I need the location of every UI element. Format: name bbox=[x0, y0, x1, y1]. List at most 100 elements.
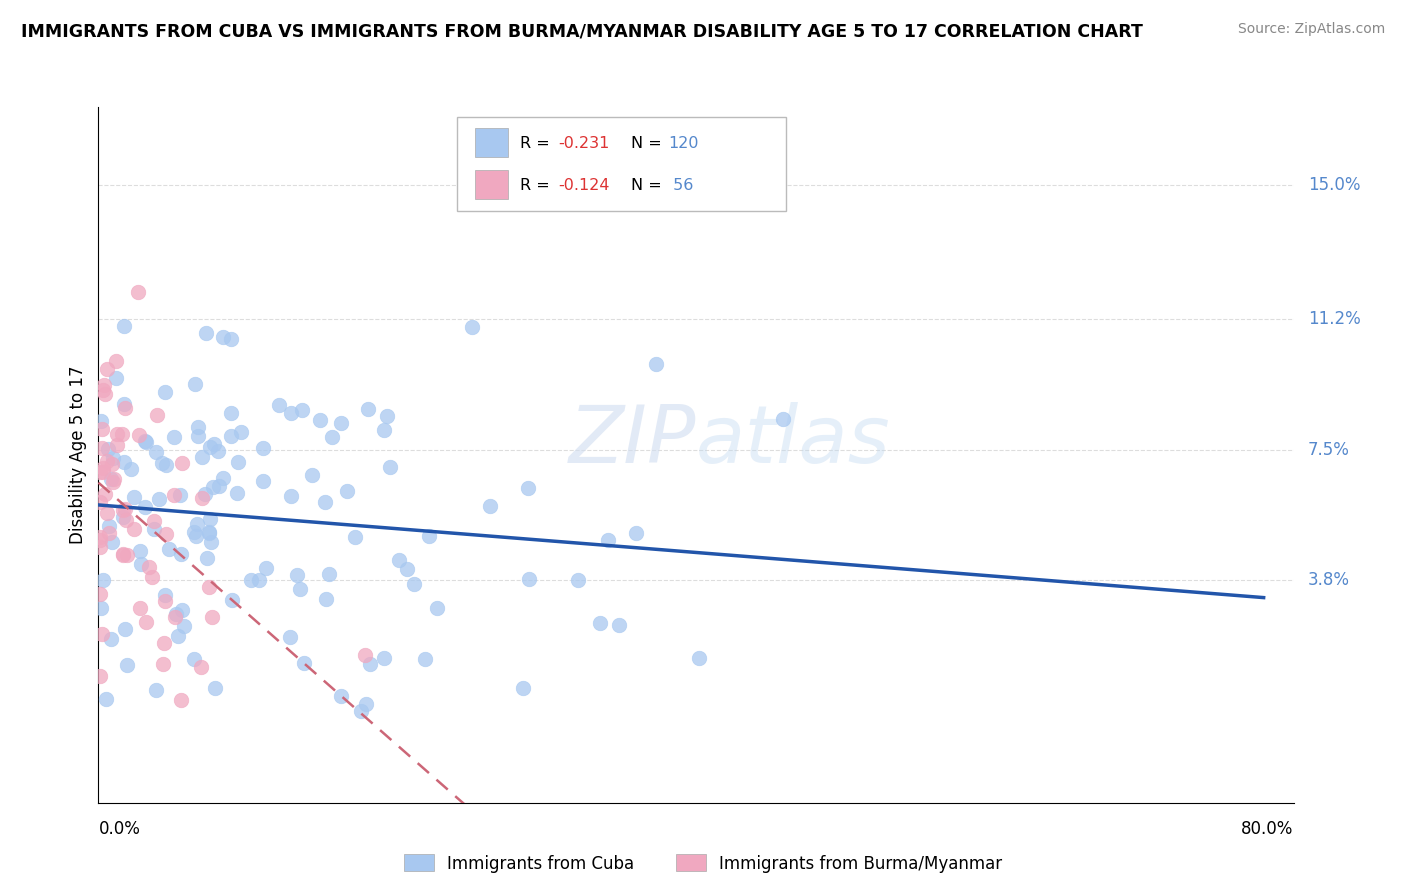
Point bbox=[404, 577, 426, 591]
Point bbox=[105, 427, 128, 442]
Point bbox=[187, 429, 209, 443]
Text: N =: N = bbox=[631, 136, 668, 151]
Point bbox=[138, 559, 160, 574]
Point bbox=[202, 480, 225, 494]
Point bbox=[418, 529, 440, 543]
Point bbox=[318, 566, 340, 581]
Point bbox=[153, 588, 176, 602]
Point bbox=[292, 656, 315, 670]
Text: 11.2%: 11.2% bbox=[1308, 310, 1361, 328]
Text: IMMIGRANTS FROM CUBA VS IMMIGRANTS FROM BURMA/MYANMAR DISABILITY AGE 5 TO 17 COR: IMMIGRANTS FROM CUBA VS IMMIGRANTS FROM … bbox=[21, 22, 1143, 40]
Point bbox=[111, 427, 134, 442]
Text: 15.0%: 15.0% bbox=[1308, 176, 1361, 194]
Point bbox=[373, 651, 395, 665]
Text: 56: 56 bbox=[668, 178, 693, 193]
Point bbox=[198, 580, 221, 594]
Point bbox=[111, 547, 134, 561]
Point bbox=[112, 318, 135, 333]
Text: -0.124: -0.124 bbox=[558, 178, 610, 193]
Text: 120: 120 bbox=[668, 136, 699, 151]
Text: 3.8%: 3.8% bbox=[1308, 571, 1350, 590]
Point bbox=[91, 421, 114, 435]
Point bbox=[219, 332, 242, 346]
Point bbox=[589, 615, 612, 630]
Point bbox=[191, 491, 214, 505]
Point bbox=[122, 491, 145, 505]
Point bbox=[187, 420, 209, 434]
Point bbox=[280, 406, 302, 420]
Text: 0.0%: 0.0% bbox=[98, 821, 141, 838]
Point bbox=[198, 524, 221, 539]
Point bbox=[134, 500, 156, 515]
Point bbox=[373, 423, 395, 437]
Point bbox=[598, 533, 620, 547]
Point bbox=[624, 526, 647, 541]
Point bbox=[201, 609, 224, 624]
Point bbox=[314, 495, 336, 509]
Point bbox=[128, 428, 150, 442]
Point bbox=[280, 630, 302, 644]
Point bbox=[131, 557, 153, 571]
Point bbox=[343, 530, 366, 544]
Point bbox=[89, 668, 111, 682]
Point bbox=[100, 457, 122, 471]
Point bbox=[111, 510, 134, 524]
Point bbox=[321, 430, 343, 444]
Point bbox=[183, 377, 205, 392]
Point bbox=[198, 441, 221, 455]
FancyBboxPatch shape bbox=[457, 118, 786, 211]
Point bbox=[330, 417, 353, 431]
Point bbox=[208, 479, 231, 493]
Point bbox=[93, 378, 115, 392]
Point bbox=[567, 573, 589, 587]
Point bbox=[380, 460, 402, 475]
Point bbox=[202, 436, 225, 450]
Point bbox=[607, 618, 630, 632]
Point bbox=[200, 535, 222, 549]
Point bbox=[91, 441, 114, 455]
Point bbox=[89, 586, 111, 600]
Point bbox=[186, 529, 208, 543]
Point bbox=[301, 468, 323, 483]
Point bbox=[285, 568, 308, 582]
Point bbox=[96, 454, 118, 468]
Text: 80.0%: 80.0% bbox=[1241, 821, 1294, 838]
Point bbox=[100, 472, 122, 486]
Point bbox=[97, 519, 120, 533]
Point bbox=[115, 513, 138, 527]
Point bbox=[101, 475, 124, 490]
Point bbox=[183, 651, 205, 665]
Point bbox=[122, 523, 145, 537]
Point bbox=[91, 383, 114, 397]
Point bbox=[195, 551, 218, 566]
Point bbox=[165, 610, 187, 624]
Point bbox=[197, 526, 219, 541]
Point bbox=[288, 582, 311, 596]
Point bbox=[89, 530, 111, 544]
Point bbox=[198, 512, 221, 526]
Point bbox=[315, 591, 337, 606]
Point bbox=[120, 462, 142, 476]
Point bbox=[103, 472, 125, 486]
Point bbox=[183, 525, 205, 540]
Point bbox=[461, 319, 484, 334]
Point bbox=[155, 527, 177, 541]
Point bbox=[645, 357, 668, 371]
Point bbox=[517, 572, 540, 586]
Point bbox=[309, 412, 332, 426]
Point bbox=[134, 434, 156, 449]
Point bbox=[146, 408, 169, 422]
Point bbox=[329, 689, 352, 703]
FancyBboxPatch shape bbox=[475, 170, 509, 199]
Point bbox=[772, 412, 794, 426]
Point bbox=[212, 330, 235, 344]
Point bbox=[153, 636, 176, 650]
Point bbox=[336, 483, 359, 498]
Text: R =: R = bbox=[520, 178, 555, 193]
Point bbox=[148, 492, 170, 507]
Point bbox=[145, 683, 167, 698]
Text: ZIP: ZIP bbox=[568, 402, 696, 480]
Point bbox=[152, 657, 174, 671]
Point bbox=[186, 516, 208, 531]
Point bbox=[129, 601, 152, 615]
